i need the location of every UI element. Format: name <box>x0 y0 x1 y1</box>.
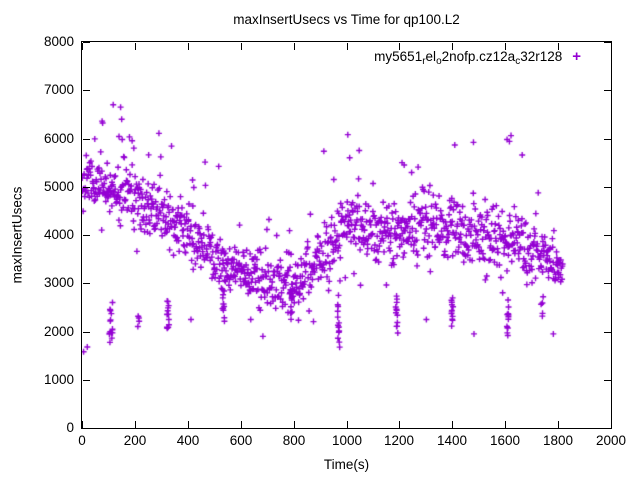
x-tick-label: 1200 <box>383 433 415 448</box>
axis-tick-mark <box>604 235 611 236</box>
y-tick-label: 6000 <box>43 131 74 146</box>
axis-tick-mark <box>82 421 83 428</box>
legend-label-text: 32r128 <box>520 49 563 64</box>
axis-tick-mark <box>611 43 612 50</box>
axis-tick-mark <box>83 332 90 333</box>
x-axis-label: Time(s) <box>323 457 370 472</box>
x-tick-label: 600 <box>229 433 253 448</box>
plot-area: my5651relo2nofp.cz12ac32r128 + <box>81 41 612 429</box>
x-tick-label: 1000 <box>331 433 363 448</box>
axis-tick-mark <box>83 235 90 236</box>
axis-tick-mark <box>452 421 453 428</box>
axis-tick-mark <box>399 43 400 50</box>
axis-tick-mark <box>604 90 611 91</box>
y-tick-label: 1000 <box>43 372 74 387</box>
axis-tick-mark <box>604 283 611 284</box>
axis-tick-mark <box>604 332 611 333</box>
axis-tick-mark <box>188 421 189 428</box>
axis-tick-mark <box>611 421 612 428</box>
axis-tick-mark <box>558 43 559 50</box>
axis-tick-mark <box>604 428 611 429</box>
axis-tick-mark <box>83 187 90 188</box>
x-tick-label: 1800 <box>542 433 574 448</box>
x-tick-label: 2000 <box>595 433 627 448</box>
chart-title: maxInsertUsecs vs Time for qp100.L2 <box>233 12 460 27</box>
legend-label-subscript: r <box>422 56 426 67</box>
legend-label-subscript: c <box>515 56 521 67</box>
scatter-points-canvas <box>82 42 611 428</box>
x-tick-label: 1400 <box>436 433 468 448</box>
axis-tick-mark <box>83 42 90 43</box>
axis-tick-mark <box>505 43 506 50</box>
axis-tick-mark <box>347 421 348 428</box>
axis-tick-mark <box>83 139 90 140</box>
legend-label-text: el <box>425 49 437 64</box>
legend: my5651relo2nofp.cz12ac32r128 + <box>374 48 581 67</box>
y-tick-label: 7000 <box>43 82 74 97</box>
axis-tick-mark <box>83 90 90 91</box>
legend-label-text: my5651 <box>374 49 423 64</box>
axis-tick-mark <box>135 421 136 428</box>
axis-tick-mark <box>604 187 611 188</box>
axis-tick-mark <box>604 139 611 140</box>
legend-label-text: 2nofp.cz12a <box>441 49 516 64</box>
axis-tick-mark <box>83 428 90 429</box>
axis-tick-mark <box>452 43 453 50</box>
axis-tick-mark <box>604 42 611 43</box>
x-tick-label: 200 <box>123 433 147 448</box>
plus-marker-icon: + <box>572 48 581 65</box>
axis-tick-mark <box>83 380 90 381</box>
axis-tick-mark <box>241 43 242 50</box>
x-tick-label: 0 <box>78 433 86 448</box>
y-tick-label: 2000 <box>43 324 74 339</box>
x-tick-label: 800 <box>282 433 306 448</box>
axis-tick-mark <box>558 421 559 428</box>
y-tick-label: 8000 <box>43 34 74 49</box>
axis-tick-mark <box>294 421 295 428</box>
y-tick-label: 3000 <box>43 275 74 290</box>
x-tick-label: 1600 <box>489 433 521 448</box>
y-tick-label: 0 <box>66 420 74 435</box>
legend-label-subscript: o <box>436 56 442 67</box>
y-tick-label: 5000 <box>43 179 74 194</box>
axis-tick-mark <box>135 43 136 50</box>
axis-tick-mark <box>83 283 90 284</box>
legend-series-label: my5651relo2nofp.cz12ac32r128 <box>374 49 563 67</box>
y-axis-label: maxInsertUsecs <box>9 186 25 284</box>
x-tick-label: 400 <box>176 433 200 448</box>
axis-tick-mark <box>241 421 242 428</box>
axis-tick-mark <box>294 43 295 50</box>
axis-tick-mark <box>188 43 189 50</box>
axis-tick-mark <box>505 421 506 428</box>
axis-tick-mark <box>347 43 348 50</box>
axis-tick-mark <box>82 43 83 50</box>
y-tick-label: 4000 <box>43 227 74 242</box>
axis-tick-mark <box>399 421 400 428</box>
axis-tick-mark <box>604 380 611 381</box>
